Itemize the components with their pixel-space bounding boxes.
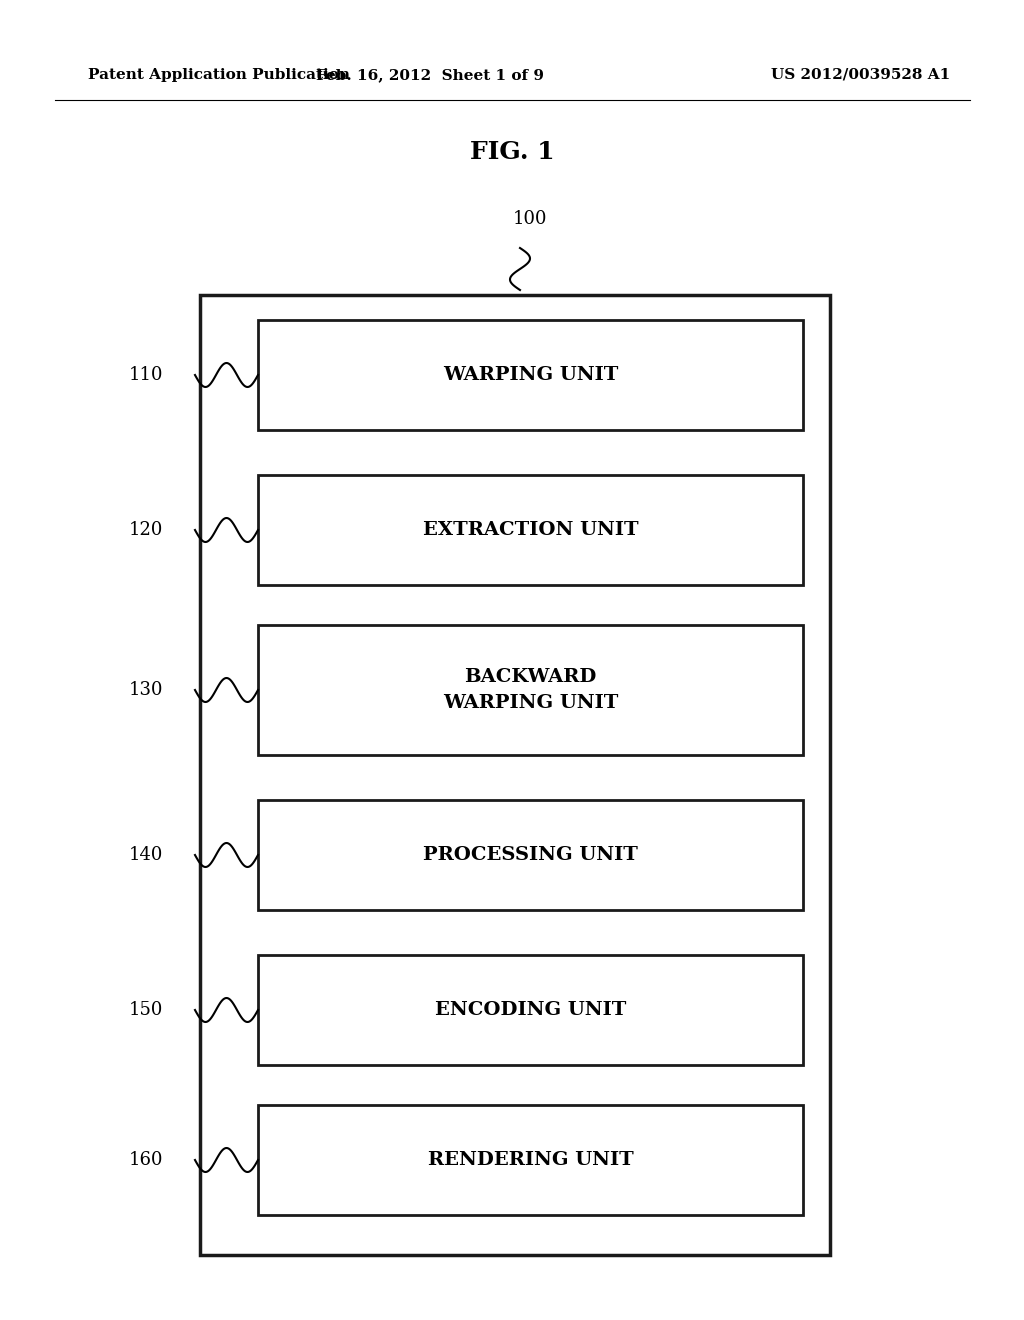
- Bar: [258, 954, 803, 1065]
- Bar: [258, 624, 803, 755]
- Bar: [258, 800, 803, 909]
- Text: Patent Application Publication: Patent Application Publication: [88, 69, 350, 82]
- Text: 150: 150: [129, 1001, 163, 1019]
- Bar: [200, 294, 830, 1255]
- Text: 140: 140: [129, 846, 163, 865]
- Text: PROCESSING UNIT: PROCESSING UNIT: [423, 846, 638, 865]
- Text: BACKWARD
WARPING UNIT: BACKWARD WARPING UNIT: [442, 668, 618, 711]
- Text: RENDERING UNIT: RENDERING UNIT: [428, 1151, 634, 1170]
- Text: 120: 120: [129, 521, 163, 539]
- Text: FIG. 1: FIG. 1: [470, 140, 554, 164]
- Text: WARPING UNIT: WARPING UNIT: [442, 366, 618, 384]
- Text: 100: 100: [513, 210, 547, 228]
- Text: US 2012/0039528 A1: US 2012/0039528 A1: [771, 69, 950, 82]
- Text: Feb. 16, 2012  Sheet 1 of 9: Feb. 16, 2012 Sheet 1 of 9: [316, 69, 544, 82]
- Text: ENCODING UNIT: ENCODING UNIT: [435, 1001, 627, 1019]
- Text: EXTRACTION UNIT: EXTRACTION UNIT: [423, 521, 638, 539]
- Text: 110: 110: [128, 366, 163, 384]
- Text: 130: 130: [128, 681, 163, 700]
- Bar: [258, 475, 803, 585]
- Text: 160: 160: [128, 1151, 163, 1170]
- Bar: [258, 1105, 803, 1214]
- Bar: [258, 319, 803, 430]
